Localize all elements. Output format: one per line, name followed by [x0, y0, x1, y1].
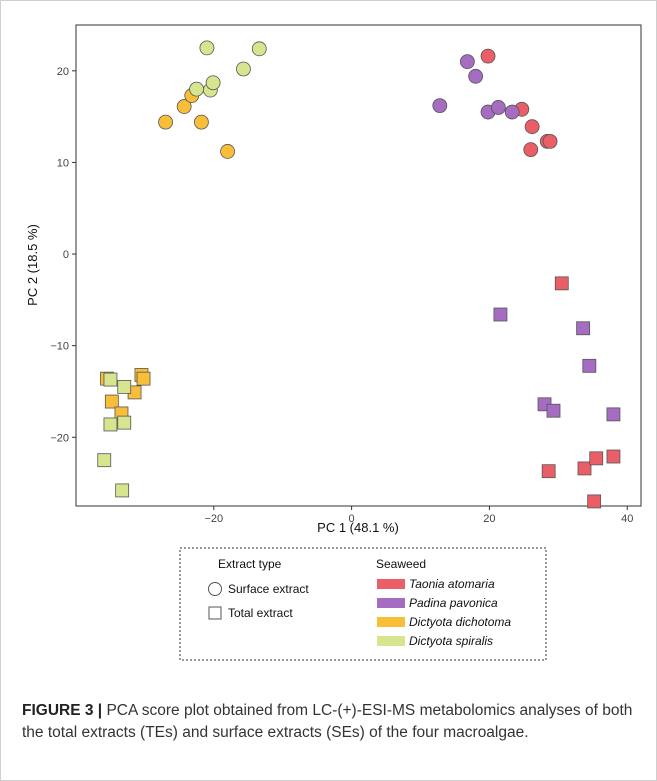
legend-box [179, 547, 547, 661]
y-axis-ticks: 20 10 0 −10 −20 [50, 66, 76, 444]
x-tick-label: 40 [621, 513, 633, 525]
total-extract-point-dictyota-spiralis [97, 453, 112, 468]
figure-caption: FIGURE 3 | PCA score plot obtained from … [22, 700, 642, 743]
legend-surface-extract: Surface extract [228, 582, 309, 596]
legend-swatch-dictyota-dichotoma [377, 617, 405, 627]
surface-extract-point-taonia-atomaria [523, 142, 539, 158]
legend-total-extract: Total extract [228, 606, 293, 620]
total-extract-point-padina-pavonica [493, 307, 508, 322]
y-tick-label: 0 [63, 249, 69, 261]
legend-seaweed-title: Seaweed [376, 557, 426, 571]
caption-text: PCA score plot obtained from LC-(+)-ESI-… [22, 702, 633, 741]
x-tick-label: 20 [483, 513, 495, 525]
total-extract-point-padina-pavonica [576, 321, 591, 336]
caption-label: FIGURE 3 | [22, 702, 103, 719]
x-axis-ticks: −20 0 20 40 [204, 506, 633, 525]
total-extract-point-dictyota-spiralis [115, 483, 130, 498]
y-tick-label: −10 [50, 341, 69, 353]
legend-swatch-padina-pavonica [377, 598, 405, 608]
surface-extract-point-padina-pavonica [459, 54, 475, 70]
total-extract-point-dictyota-spiralis [103, 372, 118, 387]
y-tick-label: −20 [50, 432, 69, 444]
legend: Extract type Surface extract Total extra… [179, 547, 547, 661]
total-extract-point-taonia-atomaria [589, 451, 604, 466]
total-extract-point-dictyota-spiralis [117, 415, 132, 430]
total-extract-point-dictyota-spiralis [117, 379, 132, 394]
x-tick-label: −20 [204, 513, 223, 525]
total-extract-point-padina-pavonica [582, 358, 597, 373]
surface-extract-point-padina-pavonica [468, 68, 484, 84]
pca-score-plot: −20 0 20 40 20 10 0 −10 −20 PC 1 (48.1 %) PC 2 … [25, 24, 642, 661]
total-extract-point-dictyota-dichotoma [136, 371, 151, 386]
surface-extract-point-dictyota-spiralis [189, 81, 204, 97]
surface-extract-point-dictyota-dichotoma [220, 144, 235, 159]
total-extract-point-taonia-atomaria [587, 494, 602, 509]
legend-label-taonia-atomaria: Taonia atomaria [409, 577, 495, 591]
surface-extract-point-dictyota-spiralis [236, 61, 251, 77]
legend-square-icon [208, 606, 222, 620]
total-extract-point-padina-pavonica [606, 407, 621, 422]
y-tick-label: 20 [57, 66, 69, 78]
legend-swatch-taonia-atomaria [377, 579, 405, 589]
surface-extract-point-dictyota-dichotoma [194, 114, 209, 130]
y-tick-label: 10 [57, 157, 69, 169]
surface-extract-point-dictyota-spiralis [199, 40, 215, 56]
total-extract-point-taonia-atomaria [606, 449, 621, 464]
x-axis-label: PC 1 (48.1 %) [317, 520, 399, 535]
legend-circle-icon [208, 582, 222, 596]
legend-label-dictyota-spiralis: Dictyota spiralis [409, 634, 493, 648]
total-extract-point-taonia-atomaria [554, 276, 569, 291]
legend-extract-title: Extract type [218, 557, 282, 571]
legend-swatch-dictyota-spiralis [377, 636, 405, 646]
surface-extract-point-dictyota-dichotoma [176, 99, 192, 114]
surface-extract-point-taonia-atomaria [524, 119, 540, 135]
seaweed-legend-items: Taonia atomaria Padina pavonica Dictyota d… [377, 577, 511, 648]
data-points [97, 40, 621, 509]
surface-extract-point-taonia-atomaria [542, 133, 558, 149]
total-extract-point-padina-pavonica [546, 403, 561, 418]
surface-extract-point-taonia-atomaria [480, 48, 496, 64]
total-extract-point-taonia-atomaria [541, 464, 556, 479]
x-tick-label: 0 [349, 513, 355, 525]
surface-extract-point-dictyota-spiralis [251, 41, 267, 57]
total-extract-point-dictyota-spiralis [103, 417, 118, 432]
surface-extract-point-padina-pavonica [490, 100, 506, 115]
surface-extract-point-padina-pavonica [432, 98, 448, 114]
y-axis-label: PC 2 (18.5 %) [25, 224, 40, 306]
total-extract-point-dictyota-dichotoma [104, 394, 119, 409]
legend-label-dictyota-dichotoma: Dictyota dichotoma [409, 615, 511, 629]
surface-extract-point-dictyota-spiralis [205, 75, 221, 91]
surface-extract-point-padina-pavonica [504, 104, 520, 120]
plot-panel [75, 24, 642, 507]
total-extract-point-taonia-atomaria [577, 461, 592, 476]
legend-label-padina-pavonica: Padina pavonica [409, 596, 498, 610]
surface-extract-point-dictyota-dichotoma [158, 114, 173, 130]
